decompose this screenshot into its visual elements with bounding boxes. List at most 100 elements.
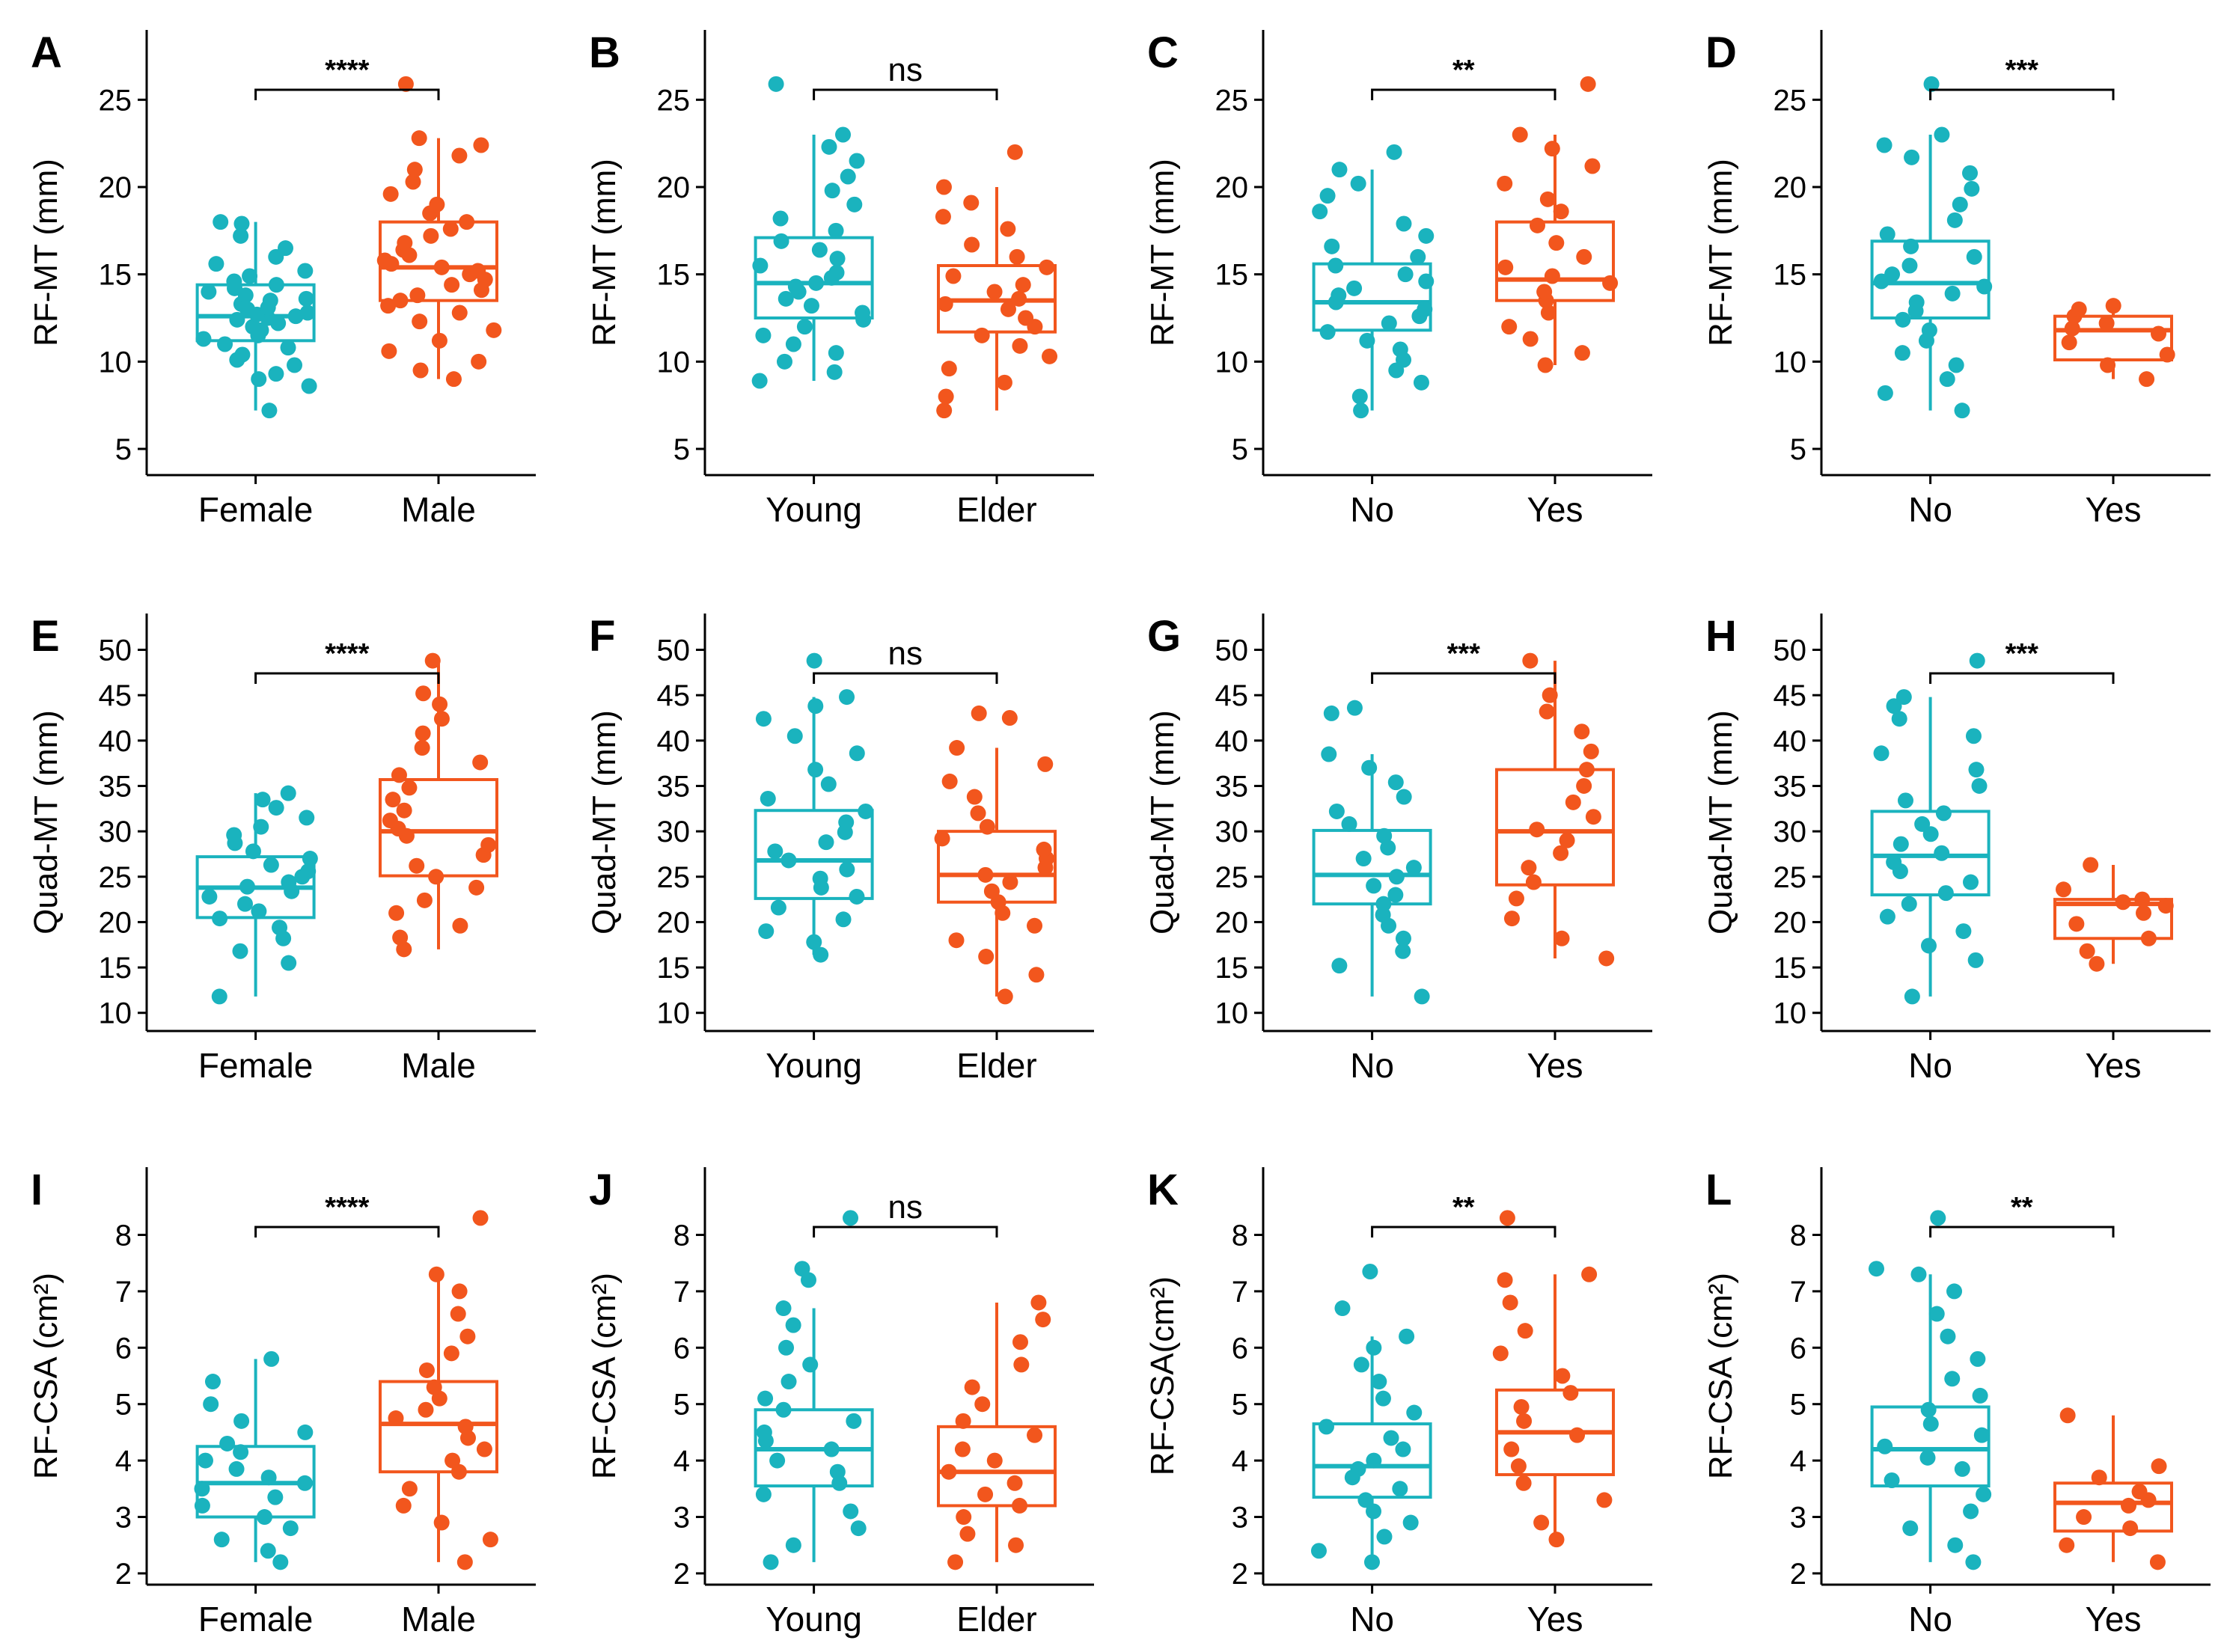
data-point [1417,301,1433,317]
data-point [767,843,783,860]
data-point [1341,816,1357,832]
data-point [468,879,485,896]
y-tick-label: 20 [99,171,132,204]
iqr-box [754,809,874,900]
data-point [1901,896,1917,912]
data-point [1310,1543,1327,1559]
data-point [1529,822,1545,838]
data-point [1035,1312,1051,1328]
data-point [1366,1339,1382,1356]
data-point [948,932,965,949]
x-tick-label: Yes [1527,1600,1583,1639]
data-point [1318,1419,1334,1435]
data-point [824,183,840,199]
y-tick-label: 25 [657,84,691,117]
data-point [1414,988,1430,1005]
data-point [1877,1438,1893,1454]
data-point [1891,711,1907,727]
panel-label: C [1147,28,1179,77]
data-point [382,186,399,202]
x-tick-label: Elder [956,490,1036,529]
data-point [1884,1472,1900,1488]
data-point [428,869,445,885]
data-point [813,946,829,963]
y-tick-label: 3 [115,1502,132,1535]
data-point [1962,165,1979,181]
data-point [2139,371,2155,388]
data-point [203,1396,219,1413]
data-point [232,943,248,959]
y-tick-label: 20 [1774,171,1807,204]
data-point [1868,1261,1884,1277]
y-tick-label: 10 [1215,346,1249,379]
data-point [1036,841,1052,857]
data-point [392,929,409,946]
y-tick-label: 25 [1774,861,1807,894]
data-point [213,1532,230,1548]
data-point [1602,275,1619,291]
y-tick-label: 2 [1232,1558,1248,1591]
y-tick-label: 7 [1790,1276,1806,1309]
data-point [233,215,250,232]
panel-d: D RF-MT (mm) 5 10 15 20 25 No Yes *** [1702,28,2211,529]
data-point [204,1374,221,1390]
data-point [194,1497,210,1514]
iqr-box [1495,768,1615,887]
data-point [2131,1484,2148,1500]
data-point [433,1514,450,1531]
data-point [787,278,804,295]
x-tick-label: No [1908,1600,1952,1639]
data-point [775,1401,792,1418]
y-tick-label: 30 [1774,816,1807,848]
data-point [1521,860,1537,876]
x-tick-label: Yes [2085,490,2141,529]
data-point [849,745,865,762]
y-tick-label: 10 [657,346,691,379]
data-point [1559,832,1575,848]
iqr-box [937,1425,1057,1508]
data-point [457,1419,474,1435]
data-point [432,696,448,712]
data-point [1012,337,1028,354]
significance-bracket [813,1226,998,1238]
data-point [829,1463,846,1480]
data-point [1011,290,1027,307]
significance-bracket [813,88,998,100]
significance-label: ns [888,52,923,88]
data-point [1921,322,1937,338]
data-point [1371,1374,1387,1390]
data-point [213,214,229,230]
data-point [1569,1427,1586,1443]
data-point [1497,259,1514,275]
data-point [423,227,439,244]
data-point [1937,885,1954,902]
data-point [1399,1328,1415,1344]
data-point [480,836,497,853]
y-tick-label: 20 [1774,906,1807,939]
data-point [1914,816,1931,832]
data-point [1386,144,1402,160]
data-point [1923,76,1940,92]
data-point [2159,346,2175,363]
data-point [1876,137,1892,153]
significance-label: *** [2005,638,2039,670]
data-point [2122,1520,2139,1537]
x-tick-label: Young [766,1046,862,1085]
data-point [226,827,242,843]
y-tick-label: 20 [657,906,691,939]
y-tick-label: 35 [1215,770,1249,803]
y-tick-label: 25 [99,84,132,117]
data-point [391,767,407,783]
data-point [2098,315,2115,331]
data-point [1598,950,1615,967]
data-point [1406,1404,1423,1421]
data-point [1920,1401,1937,1418]
data-point [1328,803,1345,819]
y-axis-label: RF-MT (mm) [28,159,64,346]
data-point [986,284,1003,300]
data-point [1903,238,1919,254]
significance-bracket [1371,1226,1557,1238]
y-tick-label: 5 [1790,433,1806,466]
x-tick-label: Yes [1527,1046,1583,1085]
data-point [955,1413,971,1429]
